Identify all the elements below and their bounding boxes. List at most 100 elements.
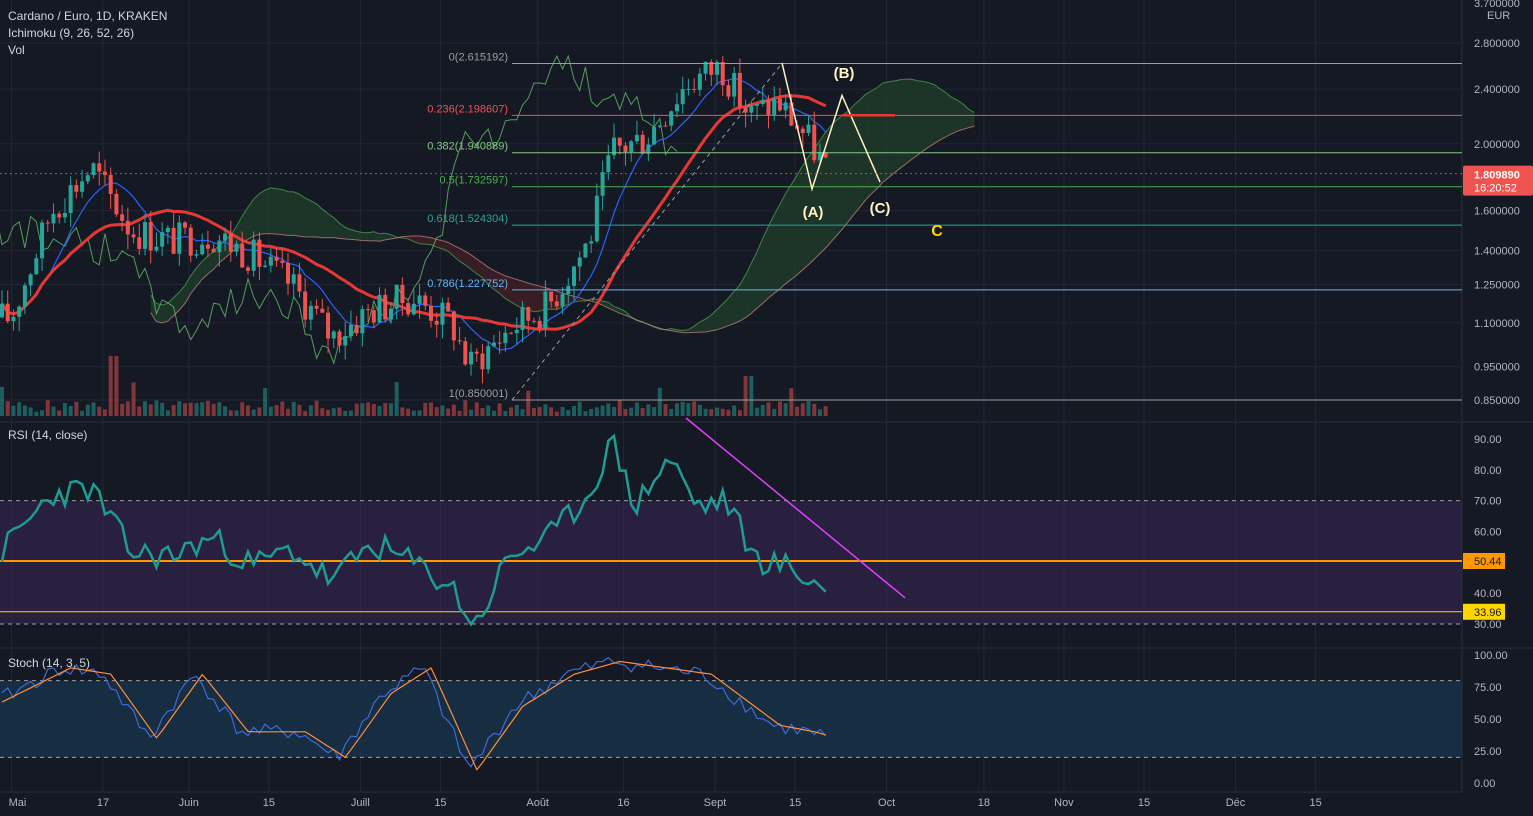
candle-body: [623, 145, 628, 152]
volume-bar: [623, 408, 628, 416]
candle-body: [223, 233, 228, 241]
candle-body: [772, 98, 777, 116]
cloud-segment: [373, 231, 380, 242]
candle-body: [669, 111, 674, 126]
candle-body: [755, 103, 760, 106]
cloud-segment: [854, 99, 860, 214]
volume-bar: [205, 400, 210, 416]
candle-body: [40, 222, 45, 259]
fib-label: 1(0.850001): [449, 388, 508, 400]
fib-label: 0(2.615192): [449, 51, 508, 63]
cloud-segment: [745, 263, 752, 318]
volume-bar: [326, 409, 331, 416]
volume-bar: [114, 356, 119, 416]
time-tick-label: Mai: [9, 797, 27, 809]
volume-bar: [371, 403, 376, 416]
cloud-segment: [688, 326, 695, 333]
rsi-orange-value: 50.44: [1474, 556, 1502, 568]
candle-body: [697, 73, 702, 90]
ichimoku-cloud: [150, 79, 975, 333]
volume-bar: [91, 402, 96, 416]
cloud-segment: [350, 229, 357, 240]
volume-bar: [68, 405, 73, 416]
candle-body: [303, 291, 308, 320]
candle-body: [51, 213, 56, 224]
volume-bar: [463, 400, 468, 416]
cloud-segment: [362, 232, 369, 241]
volume-bar: [783, 403, 788, 416]
volume-bar: [17, 402, 22, 416]
time-tick-label: 18: [978, 797, 990, 809]
candle-body: [360, 309, 365, 334]
candle-body: [314, 305, 319, 309]
stoch-pane: 100.00 75.00 50.00 25.00 0.00: [0, 650, 1508, 790]
cloud-segment: [865, 91, 872, 200]
volume-bar: [497, 403, 502, 416]
wave-path: [781, 62, 881, 192]
candle-body: [800, 128, 805, 133]
cloud-segment: [196, 261, 203, 287]
volume-bar: [503, 410, 508, 416]
price-tick-label: 2.400000: [1474, 84, 1520, 96]
time-tick-label: 15: [434, 797, 446, 809]
cloud-segment: [328, 213, 334, 238]
volume-bar: [257, 407, 262, 416]
candle-body: [474, 351, 479, 354]
volume-bar: [268, 406, 273, 416]
price-tick-label: 0.950000: [1474, 362, 1520, 374]
volume-bar: [440, 405, 445, 416]
candle-body: [91, 163, 96, 176]
price-tick-label: 0.850000: [1474, 395, 1520, 407]
candle-body: [348, 324, 353, 337]
price-tick-label: 1.400000: [1474, 246, 1520, 258]
candle-body: [812, 124, 817, 161]
candle-body: [143, 221, 147, 249]
volume-bar: [657, 387, 662, 416]
rsi-tick-label: 60.00: [1474, 527, 1502, 539]
rsi-tick-label: 30.00: [1474, 619, 1502, 631]
candle-body: [491, 342, 496, 347]
volume-bar: [612, 406, 617, 416]
candle-body: [74, 185, 79, 192]
volume-bar: [486, 405, 491, 416]
cloud-segment: [962, 103, 969, 130]
volume-bar: [51, 406, 56, 416]
volume-bar: [531, 407, 536, 416]
volume-bar: [451, 404, 456, 416]
volume-bar: [560, 407, 565, 416]
candle-body: [268, 256, 273, 266]
cloud-segment: [156, 303, 163, 323]
volume-bar: [474, 402, 479, 416]
volume-bar: [22, 405, 27, 416]
cloud-segment: [945, 92, 952, 137]
candle-body: [148, 221, 153, 251]
candle-body: [657, 125, 662, 127]
cloud-segment: [711, 309, 717, 331]
volume-bar: [62, 402, 67, 416]
cloud-segment: [242, 207, 248, 244]
candle-body: [600, 172, 605, 196]
rsi-yellow-badge: [1463, 603, 1505, 620]
cloud-segment: [774, 204, 780, 294]
volume-bar: [554, 411, 559, 416]
cloud-segment: [842, 110, 849, 229]
candle-body: [692, 88, 697, 90]
candle-body: [286, 262, 290, 284]
volume-bar: [171, 404, 176, 416]
candle-body: [326, 312, 331, 339]
cloud-segment: [471, 254, 477, 274]
cloud-segment: [917, 80, 923, 156]
cloud-segment: [339, 223, 346, 240]
cloud-segment: [448, 242, 454, 257]
time-tick-label: Juill: [351, 797, 370, 809]
volume-bar: [509, 407, 514, 416]
volume-bar: [28, 407, 33, 416]
candle-body: [817, 152, 822, 161]
cloud-segment: [322, 209, 329, 238]
candles: [0, 56, 828, 384]
candle-body: [200, 244, 205, 255]
cloud-segment: [728, 291, 735, 326]
candle-body: [737, 72, 742, 108]
volume-bar: [600, 405, 605, 416]
